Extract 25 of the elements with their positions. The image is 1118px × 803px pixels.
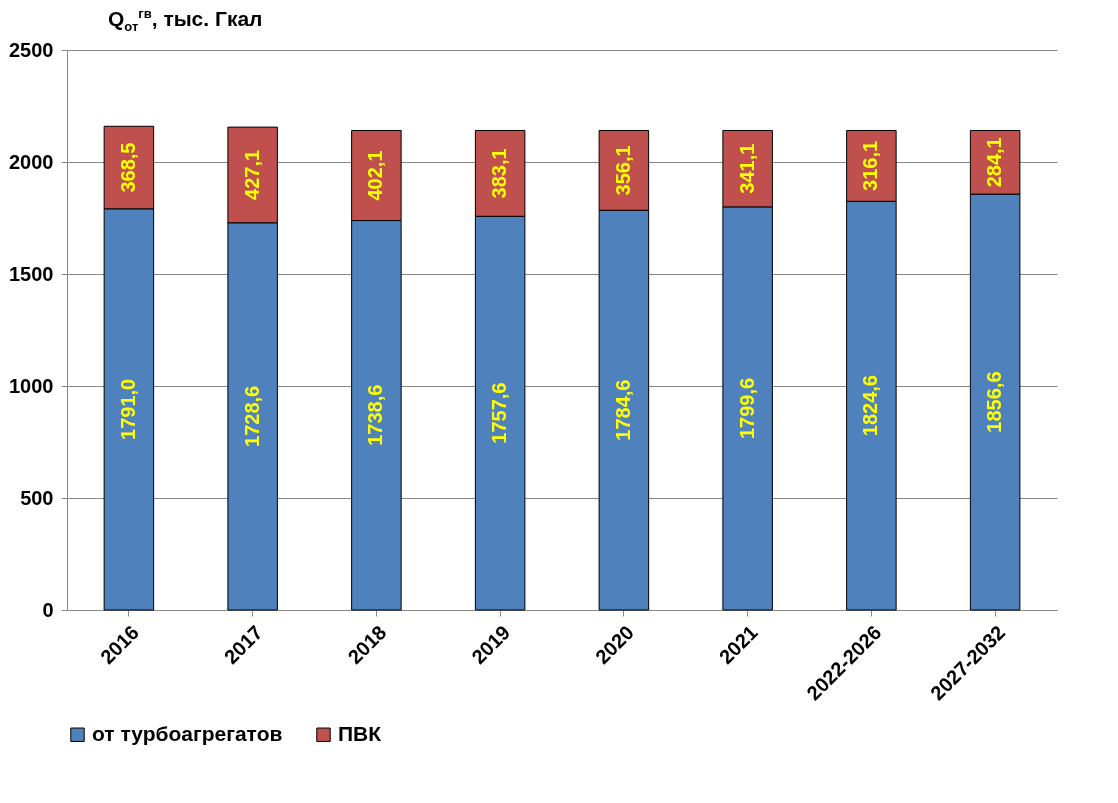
data-label: 1824,6 xyxy=(859,375,882,437)
y-axis-title: Q$_{от}$$^{гв}$, тыс. Гкал xyxy=(108,6,263,35)
data-label: 1738,6 xyxy=(364,384,387,446)
y-tick-label: 2500 xyxy=(9,38,54,61)
y-tick-label: 500 xyxy=(20,486,54,509)
data-label: 1799,6 xyxy=(735,377,758,440)
data-label: 1757,6 xyxy=(488,382,511,444)
legend-label: от турбоагрегатов xyxy=(92,721,283,745)
data-label: 316,1 xyxy=(859,140,882,191)
y-tick-label: 2000 xyxy=(9,150,54,173)
data-label: 1856,6 xyxy=(983,371,1006,433)
data-label: 341,1 xyxy=(735,143,758,194)
y-tick-label: 1000 xyxy=(9,374,54,397)
y-tick-label: 1500 xyxy=(9,262,54,285)
data-label: 368,5 xyxy=(116,142,139,193)
y-tick-label: 0 xyxy=(42,598,54,621)
legend-label: ПВК xyxy=(338,721,382,745)
data-label: 402,1 xyxy=(364,150,387,201)
data-label: 1728,6 xyxy=(240,385,263,447)
data-label: 284,1 xyxy=(983,137,1006,188)
data-label: 1791,0 xyxy=(116,378,139,440)
data-label: 1784,6 xyxy=(611,379,634,441)
data-label: 356,1 xyxy=(611,145,634,196)
data-label: 427,1 xyxy=(240,149,263,200)
data-label: 383,1 xyxy=(488,148,511,199)
